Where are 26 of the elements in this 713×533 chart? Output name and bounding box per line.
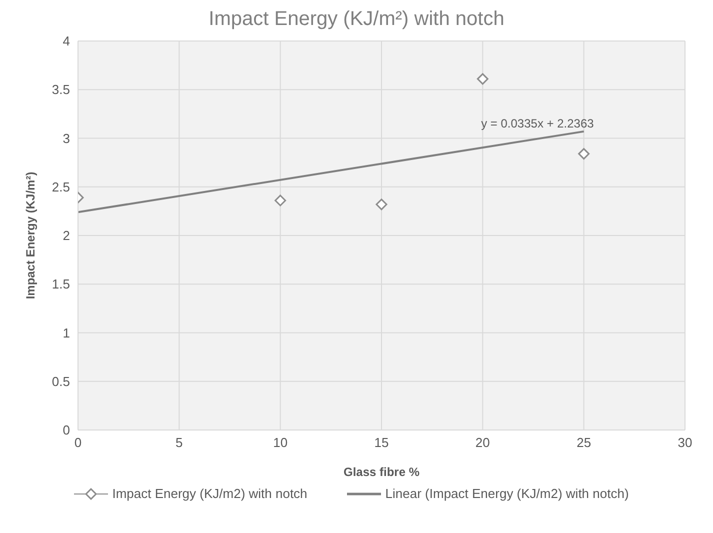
point: [578, 148, 590, 160]
x-tick-label: 5: [176, 435, 183, 450]
x-tick-label: 0: [74, 435, 82, 450]
annotation: y = 0.0335x + 2.2363: [481, 116, 594, 131]
point: [476, 73, 488, 85]
y-tick-label: 3: [62, 130, 70, 146]
y-tick-label: 2: [62, 228, 70, 244]
x-tick-label: 15: [374, 435, 389, 450]
chart-title: Impact Energy (KJ/m²) with notch: [208, 8, 506, 31]
x-tick-label: 10: [273, 435, 288, 450]
point: [376, 198, 388, 210]
point: [274, 194, 286, 206]
y-tick-label: 2.5: [52, 179, 70, 194]
y-tick-label: 0: [62, 422, 70, 438]
y-tick-label: 0.5: [52, 374, 70, 389]
y-tick-label: 1: [62, 325, 70, 340]
y-axis-title: Impact Energy (KJ/m²): [23, 172, 38, 300]
y-tick-label: 3.5: [52, 82, 70, 98]
x-tick-label: 25: [576, 435, 592, 450]
x-tick-label: 30: [678, 435, 692, 450]
x-axis-title: Glass fibre %: [343, 465, 420, 479]
legend-label: Linear (Impact Energy (KJ/m2) with notch): [385, 486, 629, 501]
y-tick-label: 4: [62, 34, 70, 49]
x-tick-label: 20: [475, 435, 490, 450]
y-tick-label: 1.5: [52, 276, 70, 292]
legend-label: Impact Energy (KJ/m2) with notch: [112, 486, 308, 501]
